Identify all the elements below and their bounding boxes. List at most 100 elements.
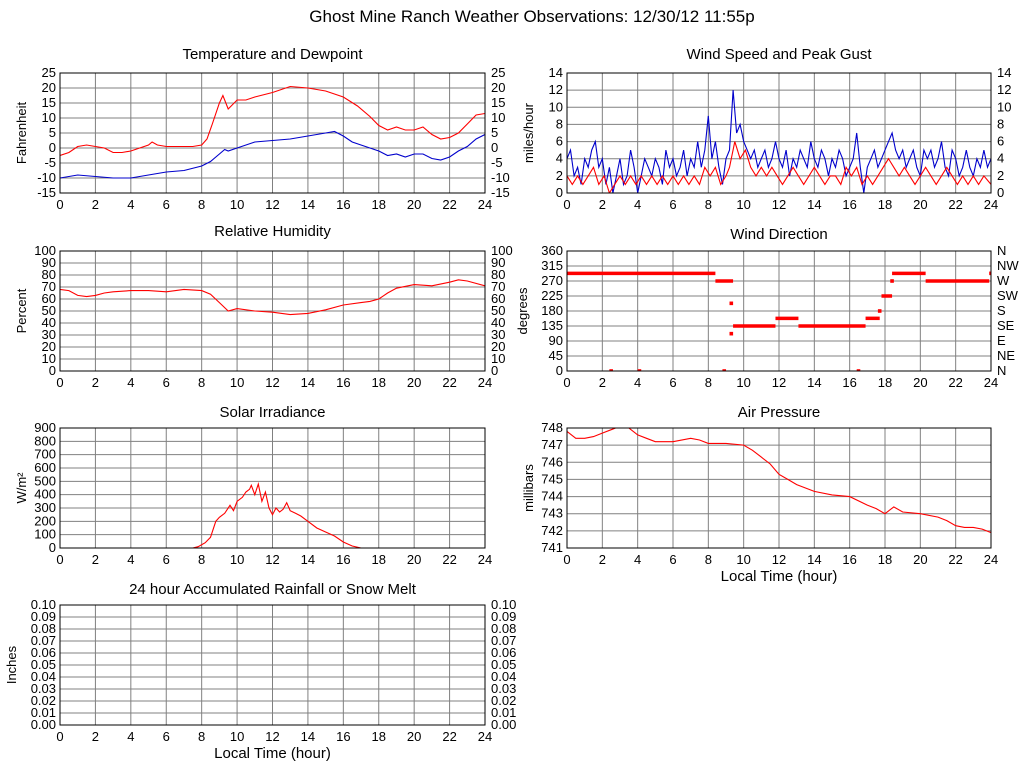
right-axis-label: 50 (491, 303, 505, 318)
y-tick-label: 40 (42, 315, 56, 330)
x-tick-label: 2 (92, 375, 99, 390)
right-axis-label: 6 (997, 134, 1004, 149)
x-tick-label: 20 (407, 375, 421, 390)
y-tick-label: 800 (34, 433, 56, 448)
x-tick-label: 14 (807, 552, 821, 567)
right-axis-label: -15 (491, 185, 510, 200)
humidity-title: Relative Humidity (214, 223, 331, 240)
x-tick-label: 12 (265, 375, 279, 390)
right-axis-label: 4 (997, 151, 1004, 166)
x-tick-label: 6 (163, 197, 170, 212)
pressure-frame (566, 427, 992, 549)
x-tick-label: 6 (163, 729, 170, 744)
x-tick-label: 18 (372, 375, 386, 390)
right-axis-label: 40 (491, 315, 505, 330)
rain-xlabel: Local Time (hour) (214, 745, 331, 762)
x-tick-label: 12 (772, 197, 786, 212)
page-title: Ghost Mine Ranch Weather Observations: 1… (309, 7, 755, 26)
y-tick-label: 60 (42, 291, 56, 306)
x-tick-label: 4 (634, 375, 641, 390)
solar-data (60, 481, 485, 548)
right-axis-label: 30 (491, 327, 505, 342)
right-axis-label: 8 (997, 116, 1004, 131)
x-tick-label: 20 (407, 197, 421, 212)
right-axis-label: 5 (491, 125, 498, 140)
x-tick-label: 4 (127, 729, 134, 744)
y-tick-label: 0 (556, 363, 563, 378)
x-tick-label: 8 (198, 197, 205, 212)
x-tick-label: 24 (984, 197, 998, 212)
right-axis-label: 60 (491, 291, 505, 306)
right-axis-label: 0 (491, 363, 498, 378)
right-axis-label: W (997, 273, 1010, 288)
x-tick-label: 8 (705, 552, 712, 567)
x-tick-label: 18 (878, 552, 892, 567)
x-tick-label: 12 (265, 197, 279, 212)
y-tick-label: 30 (42, 327, 56, 342)
pressure-series-0 (567, 428, 991, 534)
x-tick-label: 22 (948, 375, 962, 390)
x-tick-label: 22 (442, 552, 456, 567)
y-tick-label: 50 (42, 303, 56, 318)
x-tick-label: 10 (736, 197, 750, 212)
x-tick-label: 16 (336, 729, 350, 744)
x-tick-label: 20 (407, 729, 421, 744)
x-tick-label: 8 (198, 729, 205, 744)
right-axis-label: 0.08 (491, 621, 516, 636)
y-tick-label: 10 (42, 351, 56, 366)
right-axis-label: 0.05 (491, 657, 516, 672)
y-tick-label: 600 (34, 460, 56, 475)
y-tick-label: 746 (541, 454, 563, 469)
x-tick-label: 16 (842, 375, 856, 390)
right-axis-label: 25 (491, 65, 505, 80)
temp-data (60, 85, 485, 179)
y-tick-label: 744 (541, 489, 563, 504)
right-axis-label: 0.02 (491, 693, 516, 708)
right-axis-label: NW (997, 258, 1019, 273)
direction-point (637, 369, 642, 371)
x-tick-label: 8 (198, 552, 205, 567)
x-tick-label: 24 (478, 729, 492, 744)
x-tick-label: 10 (230, 197, 244, 212)
x-tick-label: 24 (478, 197, 492, 212)
x-tick-label: 10 (230, 729, 244, 744)
humidity-series-0 (60, 279, 485, 316)
x-tick-label: 14 (301, 375, 315, 390)
y-tick-label: 0.02 (31, 693, 56, 708)
y-tick-label: 200 (34, 513, 56, 528)
x-tick-label: 24 (478, 375, 492, 390)
y-tick-label: 741 (541, 540, 563, 555)
pressure-data (567, 428, 991, 534)
x-tick-label: 16 (842, 552, 856, 567)
y-tick-label: 70 (42, 279, 56, 294)
y-tick-label: 400 (34, 487, 56, 502)
y-tick-label: 743 (541, 506, 563, 521)
x-tick-label: 8 (705, 375, 712, 390)
x-tick-label: 12 (772, 375, 786, 390)
solar-ylabel: W/m² (14, 472, 29, 504)
y-tick-label: 225 (541, 288, 563, 303)
x-tick-label: 14 (807, 197, 821, 212)
temp-frame (59, 72, 486, 194)
y-tick-label: -5 (44, 155, 56, 170)
right-axis-label: SW (997, 288, 1019, 303)
wind-series-1 (567, 141, 991, 193)
winddir-frame (566, 250, 992, 372)
x-tick-label: 24 (478, 552, 492, 567)
x-tick-label: 22 (442, 375, 456, 390)
x-tick-label: 6 (163, 552, 170, 567)
y-tick-label: 12 (549, 82, 563, 97)
x-tick-label: 0 (56, 552, 63, 567)
direction-point (877, 309, 882, 313)
right-axis-label: 0.00 (491, 717, 516, 732)
y-tick-label: 25 (42, 65, 56, 80)
x-tick-label: 22 (948, 552, 962, 567)
winddir-ylabel: degrees (515, 287, 530, 334)
x-tick-label: 4 (127, 375, 134, 390)
x-tick-label: 18 (878, 375, 892, 390)
y-tick-label: 5 (49, 125, 56, 140)
x-tick-label: 2 (92, 729, 99, 744)
y-tick-label: 0.05 (31, 657, 56, 672)
x-tick-label: 14 (807, 375, 821, 390)
